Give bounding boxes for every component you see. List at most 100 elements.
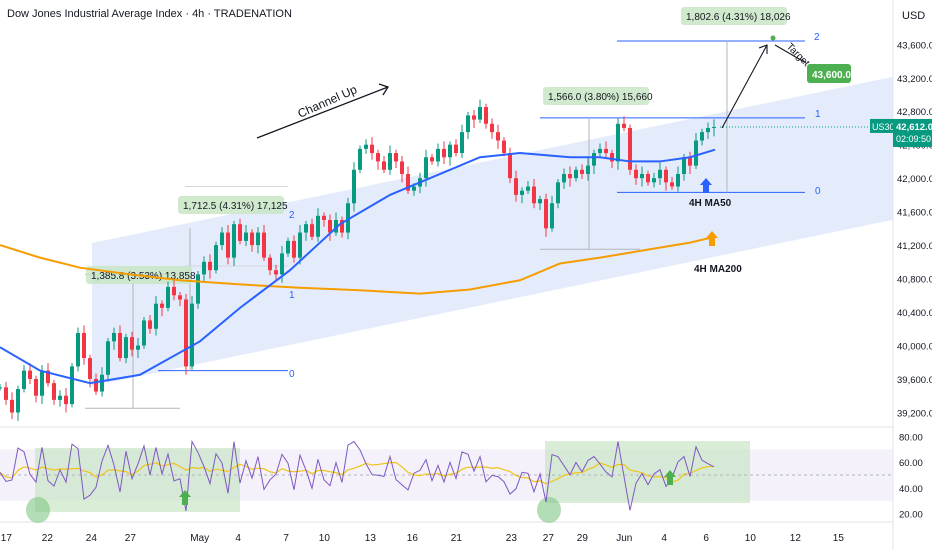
target-pointer-line <box>774 44 807 64</box>
candle-body <box>286 240 290 254</box>
rsi-circle-left <box>26 497 50 523</box>
price-scale-group: USD43,600.043,200.042,800.042,400.042,00… <box>720 10 932 419</box>
price-scale-panel <box>893 0 932 550</box>
candle-body <box>10 399 14 413</box>
ma200-label: 4H MA200 <box>694 264 742 275</box>
candle-body <box>196 274 200 304</box>
candle-body <box>100 374 104 392</box>
measure-label-2: 1,712.5 (4.31%) 17,125 <box>183 201 288 212</box>
candle-body <box>88 358 92 379</box>
candle-body <box>268 257 272 271</box>
measure-label-3-box <box>543 87 649 105</box>
candle-body <box>532 186 536 204</box>
candle-body <box>358 148 362 170</box>
candle-body <box>706 127 710 133</box>
candle-body <box>484 107 488 124</box>
candle-body <box>94 378 98 392</box>
candle-body <box>28 370 32 379</box>
time-axis: 17 22 24 27 May 4 7 10 13 16 21 23 27 29 Jun 4 6 10 12 15 <box>1 533 845 544</box>
candle-body <box>40 370 44 396</box>
candle-body <box>460 132 464 154</box>
time-tick-label: 27 <box>543 533 555 544</box>
fib-label-0-left: 0 <box>289 369 295 380</box>
candle-body <box>64 395 68 405</box>
candle-body <box>292 240 296 258</box>
rsi-arrow-left-icon <box>179 490 191 505</box>
candle-body <box>160 303 164 308</box>
target-price-label: 43,600.0 <box>812 70 851 81</box>
candle-body <box>478 107 482 120</box>
candle-body <box>316 215 320 237</box>
rsi-line <box>0 439 715 512</box>
candle-body <box>538 199 542 204</box>
candle-body <box>82 332 86 359</box>
candle-body <box>46 370 50 384</box>
candle-body <box>322 215 326 220</box>
candle-body <box>712 126 716 128</box>
candle-body <box>4 387 8 400</box>
candle-body <box>616 123 620 162</box>
symbol-badge <box>870 118 893 133</box>
candle-body <box>508 153 512 179</box>
candle-body <box>34 378 38 396</box>
measure-label-3: 1,566.0 (3.80%) 15,660 <box>548 92 653 103</box>
candle-body <box>130 337 134 350</box>
candle-body <box>232 224 236 258</box>
candle-body <box>610 153 614 162</box>
candle-body <box>148 320 152 329</box>
time-tick-label: 27 <box>125 533 137 544</box>
candle-body <box>142 320 146 346</box>
candle-body <box>388 153 392 170</box>
fib-label-0-right: 0 <box>815 186 821 197</box>
candle-body <box>496 132 500 141</box>
candle-body <box>694 140 698 166</box>
candle-body <box>16 389 20 413</box>
fib-label-1-right: 1 <box>815 109 821 120</box>
candle-body <box>574 169 578 179</box>
time-tick-label: 10 <box>319 533 331 544</box>
price-tick-label: 42,800.0 <box>897 107 932 118</box>
candle-body <box>244 232 248 241</box>
candle-body <box>0 387 2 389</box>
candle-body <box>556 182 560 204</box>
measure-label-4: 1,802.6 (4.31%) 18,026 <box>686 12 791 23</box>
time-tick-label: 15 <box>833 533 845 544</box>
candle-body <box>112 332 116 342</box>
candle-body <box>544 199 548 229</box>
candle-body <box>622 123 626 128</box>
rsi-box-left <box>35 448 240 512</box>
projection-arrowhead <box>758 44 768 54</box>
rsi-circle-right <box>537 497 561 523</box>
candle-body <box>562 173 566 183</box>
time-tick-label: 6 <box>703 533 709 544</box>
candle-body <box>598 148 602 154</box>
time-tick-label: 16 <box>407 533 419 544</box>
fib-label-2-right: 2 <box>814 32 820 43</box>
candle-body <box>256 232 260 246</box>
price-tick-label: 43,600.0 <box>897 40 932 51</box>
candle-body <box>472 115 476 120</box>
candle-body <box>520 190 524 195</box>
candle-body <box>466 115 470 133</box>
time-tick-label: 23 <box>506 533 518 544</box>
candle-body <box>676 173 680 187</box>
last-price-box <box>893 118 932 147</box>
candle-body <box>118 332 122 359</box>
candle-body <box>226 232 230 258</box>
time-tick-label: 13 <box>365 533 377 544</box>
candle-body <box>172 286 176 296</box>
candle-body <box>430 157 434 162</box>
candle-body <box>58 395 62 400</box>
last-price-label: 42,612.0 <box>896 122 932 133</box>
candle-body <box>688 157 692 166</box>
time-tick-label: Jun <box>616 533 632 544</box>
price-tick-label: 39,200.0 <box>897 408 932 419</box>
candle-body <box>448 144 452 158</box>
candle-body <box>250 232 254 246</box>
candle-body <box>502 140 506 154</box>
time-tick-label: 21 <box>451 533 463 544</box>
ma50-line <box>0 148 716 385</box>
candle-body <box>436 148 440 162</box>
